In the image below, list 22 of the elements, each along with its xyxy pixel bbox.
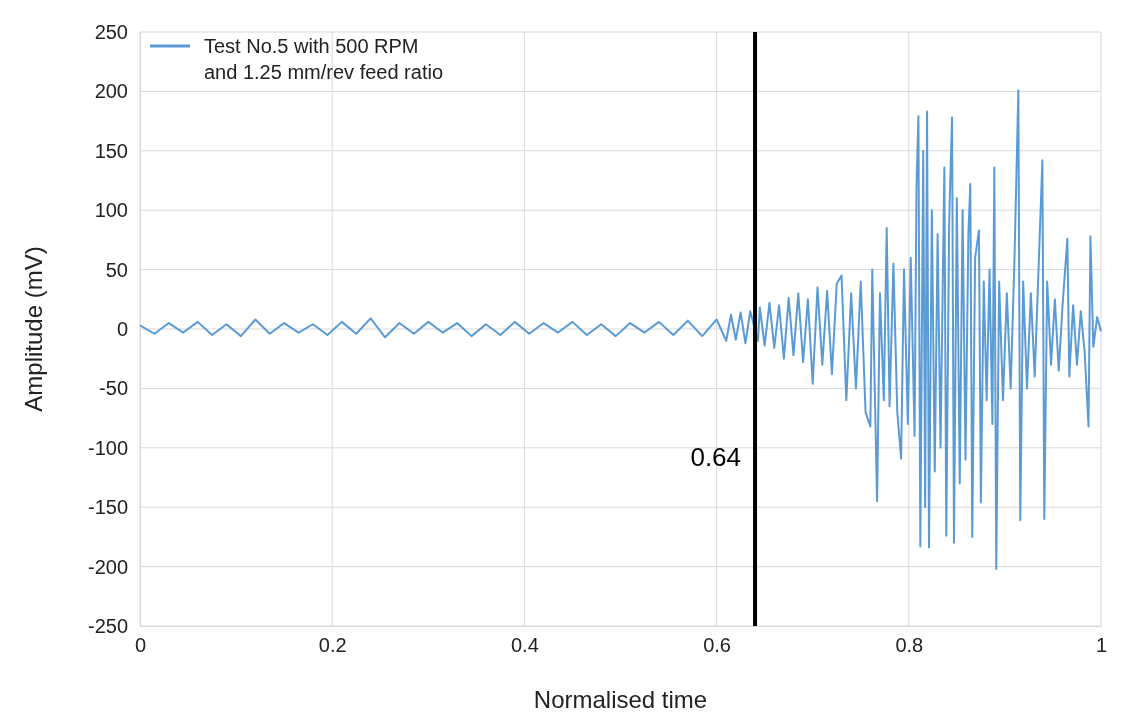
y-tick-label: -200 — [87, 555, 128, 578]
y-tick-label: -150 — [87, 496, 128, 519]
ref-line-label: 0.64 — [690, 441, 742, 472]
y-tick-label: -100 — [87, 436, 128, 459]
y-tick-label: 50 — [105, 258, 128, 281]
y-tick-label: 0 — [116, 317, 128, 340]
y-tick-label: 250 — [94, 20, 128, 43]
x-axis-title: Normalised time — [533, 686, 708, 713]
x-tick-label: 1 — [1095, 634, 1108, 657]
y-axis-title: Amplitude (mV) — [20, 246, 47, 412]
x-tick-label: 0.6 — [703, 634, 732, 657]
x-tick-label: 0.2 — [318, 634, 347, 657]
y-tick-label: -250 — [87, 614, 128, 637]
x-tick-label: 0 — [134, 634, 147, 657]
line-series — [139, 89, 1102, 570]
y-tick-label: 100 — [94, 199, 128, 222]
y-tick-label: 150 — [94, 139, 128, 162]
x-tick-label: 0.8 — [895, 634, 924, 657]
y-tick-label: -50 — [99, 377, 128, 400]
legend-label: Test No.5 with 500 RPM and 1.25 mm/rev feed ratio — [204, 35, 444, 83]
y-tick-label: 200 — [94, 80, 128, 103]
x-tick-label: 0.4 — [510, 634, 539, 657]
